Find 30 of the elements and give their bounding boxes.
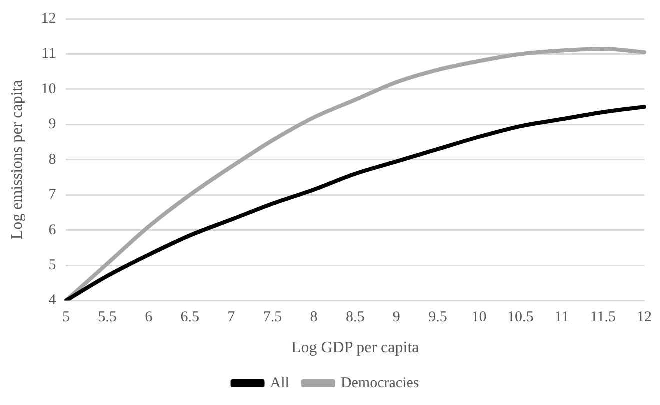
y-tick-label: 9 <box>48 116 56 133</box>
x-tick-label: 5 <box>62 310 70 326</box>
x-tick-label: 6 <box>145 310 154 326</box>
x-tick-label: 7 <box>228 310 236 326</box>
x-axis-title: Log GDP per capita <box>291 340 420 357</box>
x-tick-label: 7.5 <box>263 310 282 326</box>
x-tick-label: 11 <box>554 310 570 326</box>
x-tick-label: 5.5 <box>98 310 117 326</box>
y-tick-label: 7 <box>48 187 57 204</box>
y-tick-label: 4 <box>48 292 57 309</box>
x-tick-label: 6.5 <box>180 310 200 326</box>
x-tick-label: 10.5 <box>507 310 534 326</box>
y-tick-label: 5 <box>48 258 56 274</box>
x-tick-label: 9 <box>392 310 400 326</box>
y-tick-label: 8 <box>48 152 56 168</box>
y-tick-label: 6 <box>48 222 57 238</box>
x-tick-label: 9.5 <box>428 310 448 326</box>
x-tick-label: 8 <box>310 310 318 326</box>
y-tick-label: 11 <box>42 46 56 62</box>
y-tick-label: 10 <box>41 81 56 98</box>
line-series <box>64 105 646 301</box>
x-tick-label: 11.5 <box>590 310 616 326</box>
y-axis-title: Log emissions per capita <box>8 80 26 240</box>
y-tick-label: 12 <box>41 10 56 27</box>
x-tick-label: 12 <box>637 310 652 326</box>
line-series <box>64 46 646 301</box>
x-tick-label: 10 <box>472 310 487 326</box>
legend-label: All <box>270 375 290 392</box>
x-tick-label: 8.5 <box>346 310 365 326</box>
legend-label: Democracies <box>340 375 420 392</box>
